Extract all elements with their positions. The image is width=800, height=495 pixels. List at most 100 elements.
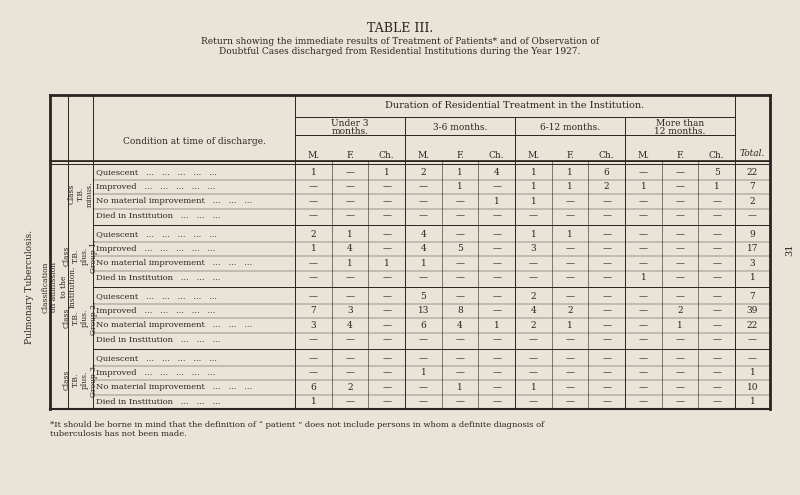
Text: —: — [639,230,648,239]
Text: —: — [639,306,648,315]
Text: No material improvement   ...   ...   ...: No material improvement ... ... ... [96,259,252,267]
Text: —: — [639,168,648,177]
Text: F.: F. [346,150,354,159]
Text: —: — [566,335,574,344]
Text: M.: M. [307,150,319,159]
Text: No material improvement   ...   ...   ...: No material improvement ... ... ... [96,383,252,391]
Text: 5: 5 [420,292,426,301]
Text: —: — [455,273,465,282]
Text: 22: 22 [747,321,758,330]
Text: —: — [346,354,354,363]
Text: 2: 2 [310,230,316,239]
Text: —: — [346,368,354,377]
Text: —: — [639,397,648,406]
Text: Improved   ...   ...   ...   ...   ...: Improved ... ... ... ... ... [96,183,215,191]
Text: —: — [309,273,318,282]
Text: 4: 4 [347,244,353,253]
Text: 1: 1 [310,397,316,406]
Text: 13: 13 [418,306,429,315]
Text: 2: 2 [604,182,610,191]
Text: —: — [492,230,501,239]
Text: 8: 8 [457,306,463,315]
Text: —: — [712,321,721,330]
Text: —: — [748,354,757,363]
Text: —: — [675,397,685,406]
Text: 1: 1 [494,321,499,330]
Text: —: — [602,383,611,392]
Text: —: — [382,230,391,239]
Text: —: — [346,211,354,220]
Text: —: — [455,397,465,406]
Text: —: — [675,273,685,282]
Text: —: — [712,368,721,377]
Text: —: — [492,244,501,253]
Text: M.: M. [638,150,650,159]
Text: 1: 1 [457,168,463,177]
Text: 1: 1 [530,168,536,177]
Text: 17: 17 [746,244,758,253]
Text: —: — [382,244,391,253]
Text: *It should be borne in mind that the definition of “ patient ” does not include : *It should be borne in mind that the def… [50,421,544,438]
Text: —: — [675,244,685,253]
Text: Pulmonary Tuberculosis.: Pulmonary Tuberculosis. [26,230,34,344]
Text: —: — [419,273,428,282]
Text: 1: 1 [530,197,536,206]
Text: 31: 31 [785,244,794,256]
Text: —: — [675,182,685,191]
Text: —: — [455,197,465,206]
Text: 1: 1 [641,182,646,191]
Text: 1: 1 [347,259,353,268]
Text: —: — [455,335,465,344]
Text: Under 3: Under 3 [331,118,369,128]
Text: —: — [566,292,574,301]
Text: —: — [382,321,391,330]
Text: —: — [382,354,391,363]
Text: —: — [419,211,428,220]
Text: —: — [419,354,428,363]
Text: No material improvement   ...   ...   ...: No material improvement ... ... ... [96,321,252,329]
Text: —: — [712,259,721,268]
Text: —: — [712,354,721,363]
Text: —: — [382,335,391,344]
Text: —: — [675,197,685,206]
Text: —: — [639,197,648,206]
Text: —: — [419,335,428,344]
Text: —: — [382,182,391,191]
Text: —: — [639,292,648,301]
Text: 3: 3 [530,244,536,253]
Text: Class
T.B.
minus.: Class T.B. minus. [67,181,94,207]
Text: 1: 1 [750,397,755,406]
Text: Return showing the immediate results of Treatment of Patients* and of Observatio: Return showing the immediate results of … [201,37,599,46]
Text: Died in Institution   ...   ...   ...: Died in Institution ... ... ... [96,274,220,282]
Text: —: — [346,292,354,301]
Text: —: — [382,211,391,220]
Text: 3: 3 [310,321,316,330]
Text: —: — [382,368,391,377]
Text: —: — [712,335,721,344]
Text: —: — [529,335,538,344]
Text: —: — [455,259,465,268]
Text: 1: 1 [750,368,755,377]
Text: Class
T.B.
plus.
Group 1.: Class T.B. plus. Group 1. [62,239,98,273]
Text: F.: F. [456,150,464,159]
Text: 12 months.: 12 months. [654,127,706,136]
Text: —: — [492,335,501,344]
Text: 4: 4 [494,168,499,177]
Text: 4: 4 [457,321,463,330]
Text: —: — [639,211,648,220]
Text: —: — [529,354,538,363]
Text: 22: 22 [747,168,758,177]
Text: 1: 1 [567,230,573,239]
Text: —: — [712,292,721,301]
Text: —: — [492,182,501,191]
Text: Died in Institution   ...   ...   ...: Died in Institution ... ... ... [96,398,220,406]
Text: —: — [492,354,501,363]
Text: 3: 3 [347,306,353,315]
Text: —: — [492,368,501,377]
Text: Duration of Residential Treatment in the Institution.: Duration of Residential Treatment in the… [386,101,645,110]
Text: —: — [639,321,648,330]
Text: —: — [419,182,428,191]
Text: —: — [602,306,611,315]
Text: —: — [712,397,721,406]
Text: 10: 10 [746,383,758,392]
